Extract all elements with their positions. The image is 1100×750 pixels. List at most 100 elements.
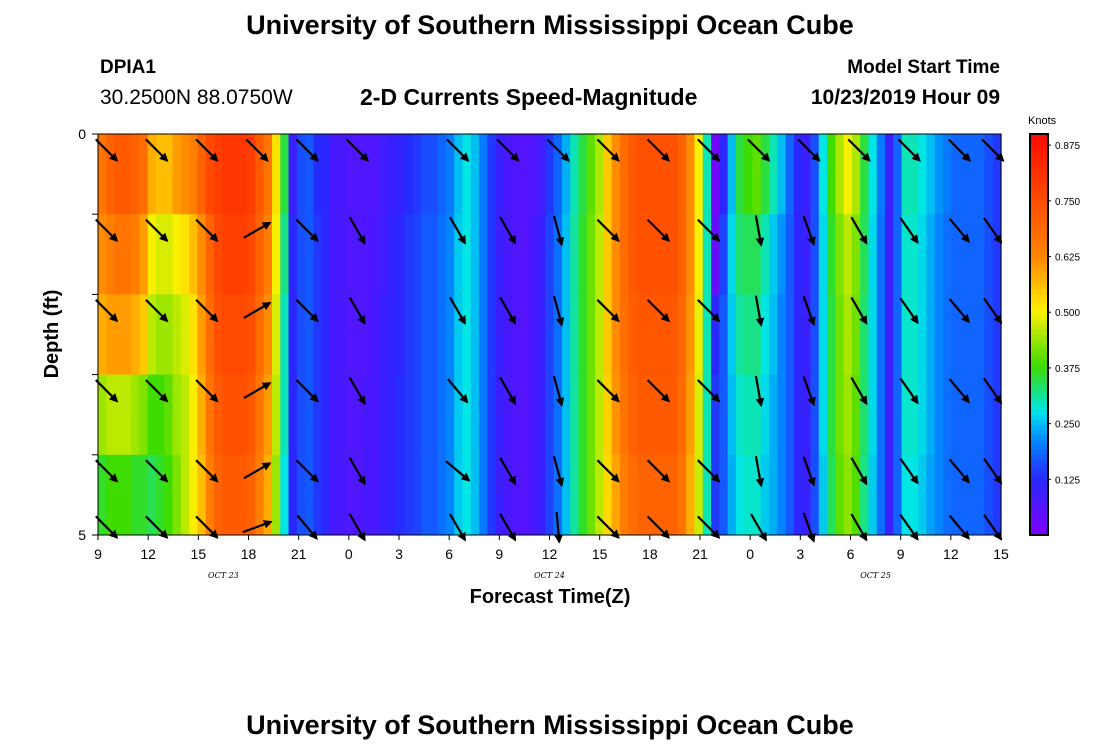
heatmap-cell xyxy=(205,454,215,536)
heatmap-cell xyxy=(354,214,364,295)
heatmap-cell xyxy=(470,214,480,295)
heatmap-cell xyxy=(263,374,273,456)
heatmap-cell xyxy=(735,214,745,295)
heatmap-cell xyxy=(669,374,679,456)
heatmap-cell xyxy=(578,374,588,456)
heatmap-cell xyxy=(247,374,256,456)
heatmap-cell xyxy=(404,454,414,536)
heatmap-cell xyxy=(686,294,696,375)
heatmap-cell xyxy=(164,454,174,536)
colorbar-swatch xyxy=(1030,289,1048,295)
colorbar-swatch xyxy=(1030,139,1048,145)
current-vector-arrow xyxy=(95,299,119,323)
heatmap-cell xyxy=(827,454,836,536)
heatmap-cell xyxy=(230,374,240,456)
heatmap-cell xyxy=(147,294,157,375)
colorbar-swatch xyxy=(1030,149,1048,155)
heatmap-cell xyxy=(843,374,853,456)
current-vector-arrow xyxy=(552,215,565,247)
heatmap-cell xyxy=(951,134,961,215)
colorbar-swatch xyxy=(1030,359,1048,366)
heatmap-cell xyxy=(752,214,762,295)
heatmap-cell xyxy=(387,374,397,456)
heatmap-cell xyxy=(346,454,356,536)
current-vector-arrow xyxy=(145,515,169,539)
heatmap-cell xyxy=(412,214,422,295)
heatmap-cell xyxy=(338,294,348,375)
current-vector-arrow xyxy=(697,218,721,243)
heatmap-cell xyxy=(619,374,629,456)
x-tick-label: 9 xyxy=(94,546,102,562)
heatmap-cell xyxy=(760,214,770,295)
heatmap-cell xyxy=(793,374,803,456)
heatmap-cell xyxy=(669,214,679,295)
colorbar-swatch xyxy=(1030,429,1048,436)
current-vector-arrow xyxy=(195,218,219,243)
current-vector-arrow xyxy=(242,520,273,534)
heatmap-cell xyxy=(876,454,886,536)
current-vector-arrow xyxy=(499,377,517,406)
heatmap-cell xyxy=(213,134,223,215)
heatmap-cell xyxy=(818,294,828,375)
heatmap-cell xyxy=(669,294,679,375)
heatmap-cell xyxy=(155,134,165,215)
heatmap-cell xyxy=(205,134,215,215)
heatmap-cell xyxy=(893,454,903,536)
colorbar-swatch xyxy=(1030,479,1048,486)
current-vector-arrow xyxy=(802,512,816,543)
heatmap-cell xyxy=(561,214,571,295)
current-vector-arrow xyxy=(195,515,219,539)
colorbar-swatch xyxy=(1030,194,1048,200)
heatmap-cell xyxy=(702,374,712,456)
heatmap-cell xyxy=(114,134,124,215)
current-vector-arrow xyxy=(850,216,868,245)
heatmap-cell xyxy=(503,214,513,295)
heatmap-cell xyxy=(412,134,422,215)
heatmap-cell xyxy=(445,214,455,295)
heatmap-cell xyxy=(777,374,787,456)
heatmap-cell xyxy=(114,374,124,456)
heatmap-cell xyxy=(172,454,182,536)
heatmap-cell xyxy=(669,134,679,215)
heatmap-cell xyxy=(528,454,538,536)
heatmap-cell xyxy=(909,294,919,375)
heatmap-cell xyxy=(694,294,704,375)
heatmap-cell xyxy=(139,374,149,456)
heatmap-cell xyxy=(98,374,107,456)
current-vector-arrow xyxy=(646,379,671,403)
current-vector-arrow xyxy=(449,216,466,245)
heatmap-cell xyxy=(943,374,952,456)
x-tick-label: 21 xyxy=(291,546,307,562)
heatmap-cell xyxy=(470,374,480,456)
heatmap-cell xyxy=(951,374,961,456)
current-vector-arrow xyxy=(295,379,319,403)
current-vector-arrow xyxy=(145,379,169,403)
heatmap-cell xyxy=(611,454,621,536)
colorbar-swatch xyxy=(1030,179,1048,185)
x-tick-label: 15 xyxy=(191,546,207,562)
heatmap-cell xyxy=(793,294,803,375)
current-vector-arrow xyxy=(802,215,816,246)
x-tick-label: 0 xyxy=(345,546,353,562)
heatmap-cell xyxy=(346,294,356,375)
heatmap-cell xyxy=(445,294,455,375)
current-vector-arrow xyxy=(195,459,219,483)
heatmap-cell xyxy=(321,134,331,215)
heatmap-cell xyxy=(802,214,812,295)
heatmap-cell xyxy=(296,454,306,536)
heatmap-cell xyxy=(802,374,812,456)
colorbar-swatch xyxy=(1030,234,1048,240)
colorbar-tick-label: 0.250 xyxy=(1055,420,1080,431)
colorbar-swatch xyxy=(1030,309,1048,315)
heatmap-cell xyxy=(230,134,240,215)
current-vector-arrow xyxy=(195,299,219,323)
heatmap-cell xyxy=(147,374,157,456)
heatmap-cell xyxy=(512,214,522,295)
heatmap-cell xyxy=(984,294,994,375)
colorbar-swatch xyxy=(1030,224,1048,230)
heatmap-cell xyxy=(785,294,795,375)
heatmap-cell xyxy=(495,214,505,295)
heatmap-cell xyxy=(934,214,944,295)
heatmap-cell xyxy=(139,294,149,375)
heatmap-cell xyxy=(926,374,936,456)
